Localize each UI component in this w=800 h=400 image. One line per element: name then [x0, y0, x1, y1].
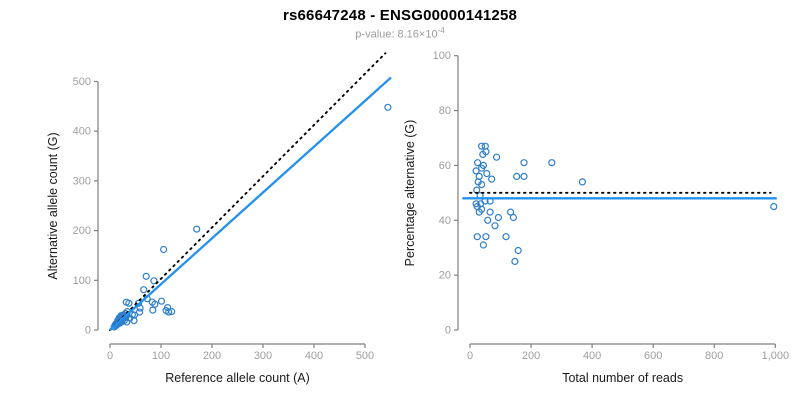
data-point: [384, 103, 392, 111]
data-point: [509, 213, 518, 222]
figure-title: rs66647248 - ENSG00000141258: [282, 7, 518, 24]
data-point: [770, 203, 778, 211]
x-tick-label: 100: [152, 350, 170, 362]
data-point: [475, 208, 483, 216]
data-point: [478, 142, 486, 150]
allele-counts-plot-y-axis-title: Alternative allele count (G): [46, 132, 60, 279]
y-tick-label: 0: [85, 325, 91, 337]
data-point: [150, 277, 158, 285]
data-point: [474, 159, 482, 167]
p-value-text: p-value: 8.16×10: [355, 28, 438, 41]
y-tick-label: 500: [73, 76, 91, 88]
data-point: [494, 213, 502, 222]
data-point: [136, 308, 144, 316]
data-point: [136, 304, 144, 312]
percentage-vs-reads-plot-y-axis: 0 20 40 60 80 100: [433, 50, 459, 337]
data-point: [491, 222, 499, 230]
x-tick-label: 0: [107, 350, 113, 362]
data-point: [142, 272, 150, 280]
data-point: [511, 257, 519, 265]
data-point: [514, 246, 522, 255]
percentage-vs-reads-plot-points: [472, 142, 778, 265]
x-tick-label: 800: [705, 350, 723, 362]
data-point: [473, 233, 481, 241]
data-point: [488, 175, 496, 183]
data-point: [193, 225, 201, 233]
data-point: [479, 150, 487, 158]
data-point: [472, 167, 480, 175]
data-point: [122, 298, 130, 306]
data-point: [484, 216, 492, 224]
y-tick-label: 100: [73, 275, 91, 287]
data-point: [157, 297, 166, 305]
data-point: [482, 233, 490, 241]
x-tick-label: 300: [254, 350, 272, 362]
y-tick-label: 200: [73, 225, 91, 237]
data-point: [130, 311, 139, 319]
y-tick-label: 60: [439, 160, 451, 172]
data-point: [483, 170, 491, 178]
data-point: [151, 300, 159, 308]
data-point: [548, 159, 556, 167]
data-point: [502, 233, 510, 241]
x-tick-label: 400: [583, 350, 601, 362]
y-tick-label: 40: [439, 215, 451, 227]
percentage-vs-reads-plot-y-axis-title: Percentage alternative (G): [403, 120, 417, 267]
expected-identity-line: [109, 52, 387, 331]
p-value-exponent: -4: [437, 26, 445, 35]
data-point: [520, 172, 528, 180]
data-point: [168, 308, 176, 316]
figure-subtitle: p-value: 8.16×10-4: [0, 26, 800, 41]
x-tick-label: 400: [305, 350, 323, 362]
data-point: [486, 208, 494, 216]
y-tick-label: 0: [445, 325, 451, 337]
percentage-vs-reads-plot-x-axis-title: Total number of reads: [562, 371, 683, 385]
allele-counts-plot-x-axis: 0 100 200 300 400 500: [107, 343, 374, 362]
y-tick-label: 400: [73, 126, 91, 138]
x-tick-label: 1,000: [762, 350, 790, 362]
allele-counts-plot: 0 100 200 300 400 500 Reference allele count (…: [46, 52, 392, 385]
data-point: [493, 153, 501, 161]
data-point: [520, 159, 528, 167]
percentage-vs-reads-plot-x-axis: 0 200 400 600 800 1,000: [467, 343, 790, 362]
y-tick-label: 300: [73, 175, 91, 187]
data-point: [478, 181, 486, 189]
data-point: [507, 208, 515, 216]
x-tick-label: 200: [203, 350, 221, 362]
data-point: [578, 178, 587, 186]
data-point: [479, 241, 487, 249]
data-point: [513, 172, 521, 180]
data-point: [140, 286, 148, 294]
data-point: [149, 306, 157, 314]
allele-counts-plot-y-axis: 0 100 200 300 400 500: [73, 76, 99, 337]
x-tick-label: 200: [522, 350, 540, 362]
y-tick-label: 80: [439, 105, 451, 117]
data-point: [164, 304, 172, 312]
y-tick-label: 20: [439, 270, 451, 282]
allele-counts-plot-x-axis-title: Reference allele count (A): [165, 371, 310, 385]
y-tick-label: 100: [433, 50, 451, 62]
data-point: [160, 245, 168, 254]
data-point: [165, 308, 173, 316]
x-tick-label: 500: [356, 350, 374, 362]
x-tick-label: 600: [644, 350, 662, 362]
allele-counts-plot-points: [110, 103, 392, 331]
x-tick-label: 0: [467, 350, 473, 362]
data-point: [478, 164, 486, 172]
regression-fit-line: [109, 76, 392, 331]
